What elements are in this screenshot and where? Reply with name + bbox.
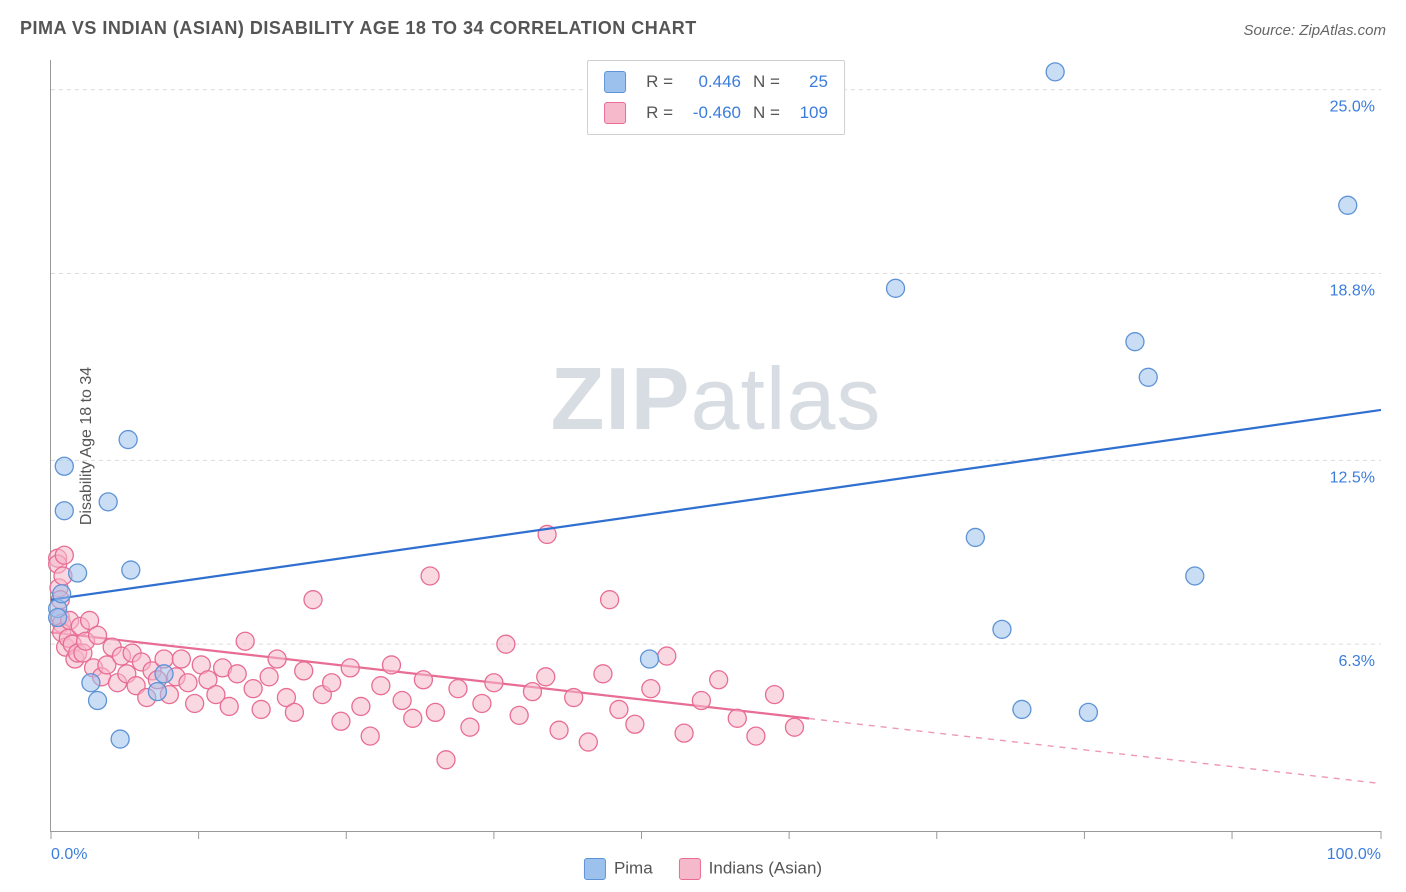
legend-r-value: -0.460 [685, 98, 741, 129]
legend-label: Indians (Asian) [709, 858, 822, 877]
svg-text:6.3%: 6.3% [1339, 653, 1375, 670]
legend-swatch [604, 102, 626, 124]
legend-item: Indians (Asian) [679, 858, 822, 880]
svg-text:12.5%: 12.5% [1330, 469, 1375, 486]
legend-row: R = 0.446 N = 25 [604, 67, 828, 98]
source-credit: Source: ZipAtlas.com [1243, 22, 1386, 39]
correlation-legend: R = 0.446 N = 25 R = -0.460 N = 109 [587, 60, 845, 135]
svg-text:25.0%: 25.0% [1330, 99, 1375, 116]
legend-n-value: 109 [792, 98, 828, 129]
legend-n-label: N = [753, 67, 780, 98]
legend-n-value: 25 [792, 67, 828, 98]
svg-text:100.0%: 100.0% [1327, 846, 1381, 863]
legend-r-label: R = [646, 98, 673, 129]
legend-row: R = -0.460 N = 109 [604, 98, 828, 129]
legend-swatch [604, 71, 626, 93]
chart-container: PIMA VS INDIAN (ASIAN) DISABILITY AGE 18… [0, 0, 1406, 892]
plot-svg: 6.3%12.5%18.8%25.0%0.0%100.0% [51, 60, 1381, 831]
legend-item: Pima [584, 858, 653, 880]
plot-area: ZIPatlas 6.3%12.5%18.8%25.0%0.0%100.0% R… [50, 60, 1381, 832]
legend-label: Pima [614, 858, 653, 877]
legend-swatch [584, 858, 606, 880]
chart-title: PIMA VS INDIAN (ASIAN) DISABILITY AGE 18… [20, 18, 697, 39]
legend-r-label: R = [646, 67, 673, 98]
svg-text:0.0%: 0.0% [51, 846, 87, 863]
legend-n-label: N = [753, 98, 780, 129]
legend-swatch [679, 858, 701, 880]
svg-text:18.8%: 18.8% [1330, 283, 1375, 300]
series-legend: Pima Indians (Asian) [584, 858, 822, 880]
legend-r-value: 0.446 [685, 67, 741, 98]
